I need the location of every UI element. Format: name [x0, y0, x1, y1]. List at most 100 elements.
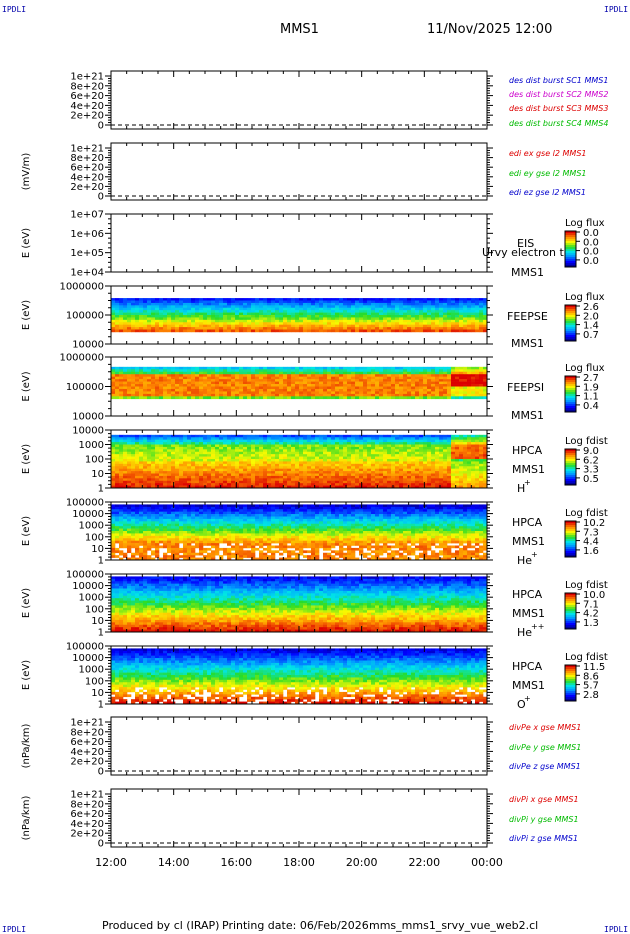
spectrogram-cell — [299, 374, 304, 377]
spectrogram-cell — [379, 302, 384, 306]
spectrogram-cell — [339, 463, 344, 467]
spectrogram-cell — [303, 454, 308, 457]
spectrogram-cell — [319, 478, 324, 482]
spectrogram-cell — [483, 324, 488, 328]
spectrogram-cell — [123, 466, 128, 469]
spectrogram-cell — [191, 446, 196, 450]
spectrogram-cell — [371, 386, 376, 390]
spectrogram-cell — [263, 386, 268, 390]
spectrogram-cell — [323, 386, 328, 390]
spectrogram-cell — [363, 302, 368, 306]
spectrogram-cell — [315, 456, 320, 460]
spectrogram-cell — [223, 393, 228, 397]
spectrogram-cell — [215, 446, 220, 450]
spectrogram-cell — [239, 463, 244, 467]
spectrogram-cell — [259, 446, 264, 450]
spectrogram-cell — [463, 300, 468, 304]
spectrogram-cell — [327, 381, 332, 385]
spectrogram-cell — [479, 322, 484, 325]
spectrogram-cell — [411, 329, 416, 333]
spectrogram-cell — [259, 483, 264, 486]
spectrogram-cell — [131, 371, 136, 375]
spectrogram-cell — [151, 461, 156, 465]
spectrogram-cell — [247, 478, 252, 482]
spectrogram-cell — [455, 305, 460, 309]
spectrogram-cell — [227, 396, 232, 400]
spectrogram-cell — [291, 451, 296, 455]
spectrogram-cell — [263, 449, 268, 453]
spectrogram-cell — [135, 446, 140, 450]
spectrogram-cell — [475, 471, 480, 474]
spectrogram-cell — [235, 379, 240, 382]
y-tick-label: 4e+20 — [70, 172, 104, 183]
spectrogram-cell — [219, 478, 224, 482]
spectrogram-cell — [387, 319, 392, 323]
colorbar-swatch — [565, 257, 576, 260]
spectrogram-cell — [195, 369, 200, 373]
spectrogram-cell — [419, 329, 424, 333]
spectrogram-cell — [455, 471, 460, 474]
spectrogram-cell — [147, 393, 152, 397]
spectrogram-cell — [155, 366, 160, 370]
spectrogram-cell — [203, 307, 208, 311]
spectrogram-cell — [303, 371, 308, 375]
spectrogram-cell — [219, 444, 224, 448]
spectrogram-cell — [295, 322, 300, 325]
spectrogram-cell — [139, 384, 144, 387]
spectrogram-cell — [163, 444, 168, 448]
spectrogram-cell — [375, 439, 380, 443]
spectrogram-cell — [223, 388, 228, 392]
spectrogram-cell — [475, 393, 480, 397]
spectrogram-cell — [259, 310, 264, 313]
spectrogram-cell — [327, 461, 332, 465]
spectrogram-cell — [403, 322, 408, 325]
spectrogram-cell — [479, 473, 484, 477]
spectrogram-cell — [443, 459, 448, 462]
spectrogram-cell — [467, 449, 472, 453]
spectrogram-cell — [139, 456, 144, 460]
spectrogram-cell — [291, 310, 296, 313]
spectrogram-cell — [183, 298, 188, 301]
spectrogram-cell — [459, 466, 464, 469]
spectrogram-cell — [263, 473, 268, 477]
spectrogram-cell — [203, 386, 208, 390]
colorbar-tick-label: 1.4 — [583, 321, 599, 332]
spectrogram-cell — [267, 478, 272, 482]
spectrogram-cell — [155, 393, 160, 397]
spectrogram-cell — [355, 434, 360, 438]
spectrogram-cell — [431, 454, 436, 457]
spectrogram-cell — [423, 466, 428, 469]
spectrogram-cell — [463, 312, 468, 316]
spectrogram-cell — [303, 319, 308, 323]
spectrogram-cell — [475, 391, 480, 395]
spectrogram-cell — [331, 446, 336, 450]
spectrogram-cell — [459, 434, 464, 438]
spectrogram-cell — [423, 366, 428, 370]
spectrogram-cell — [307, 305, 312, 309]
spectrogram-cell — [291, 305, 296, 309]
spectrogram-cell — [131, 473, 136, 477]
spectrogram-cell — [295, 446, 300, 450]
spectrogram-cell — [463, 374, 468, 377]
spectrogram-cell — [115, 384, 120, 387]
spectrogram-cell — [343, 451, 348, 455]
spectrogram-cell — [163, 434, 168, 438]
spectrogram-cell — [275, 468, 280, 472]
spectrogram-cell — [459, 312, 464, 316]
spectrogram-cell — [423, 475, 428, 479]
spectrogram-cell — [355, 396, 360, 400]
spectrogram-cell — [191, 391, 196, 395]
spectrogram-cell — [175, 439, 180, 443]
spectrogram-cell — [139, 446, 144, 450]
colorbar-swatch — [565, 263, 576, 266]
spectrogram-cell — [351, 386, 356, 390]
spectrogram-cell — [143, 376, 148, 380]
spectrogram-cell — [415, 312, 420, 316]
spectrogram-cell — [311, 319, 316, 323]
spectrogram-cell — [323, 384, 328, 387]
spectrogram-cell — [251, 442, 256, 445]
spectrogram-cell — [287, 391, 292, 395]
spectrogram-cell — [207, 451, 212, 455]
spectrogram-cell — [423, 478, 428, 482]
spectrogram-cell — [187, 310, 192, 313]
